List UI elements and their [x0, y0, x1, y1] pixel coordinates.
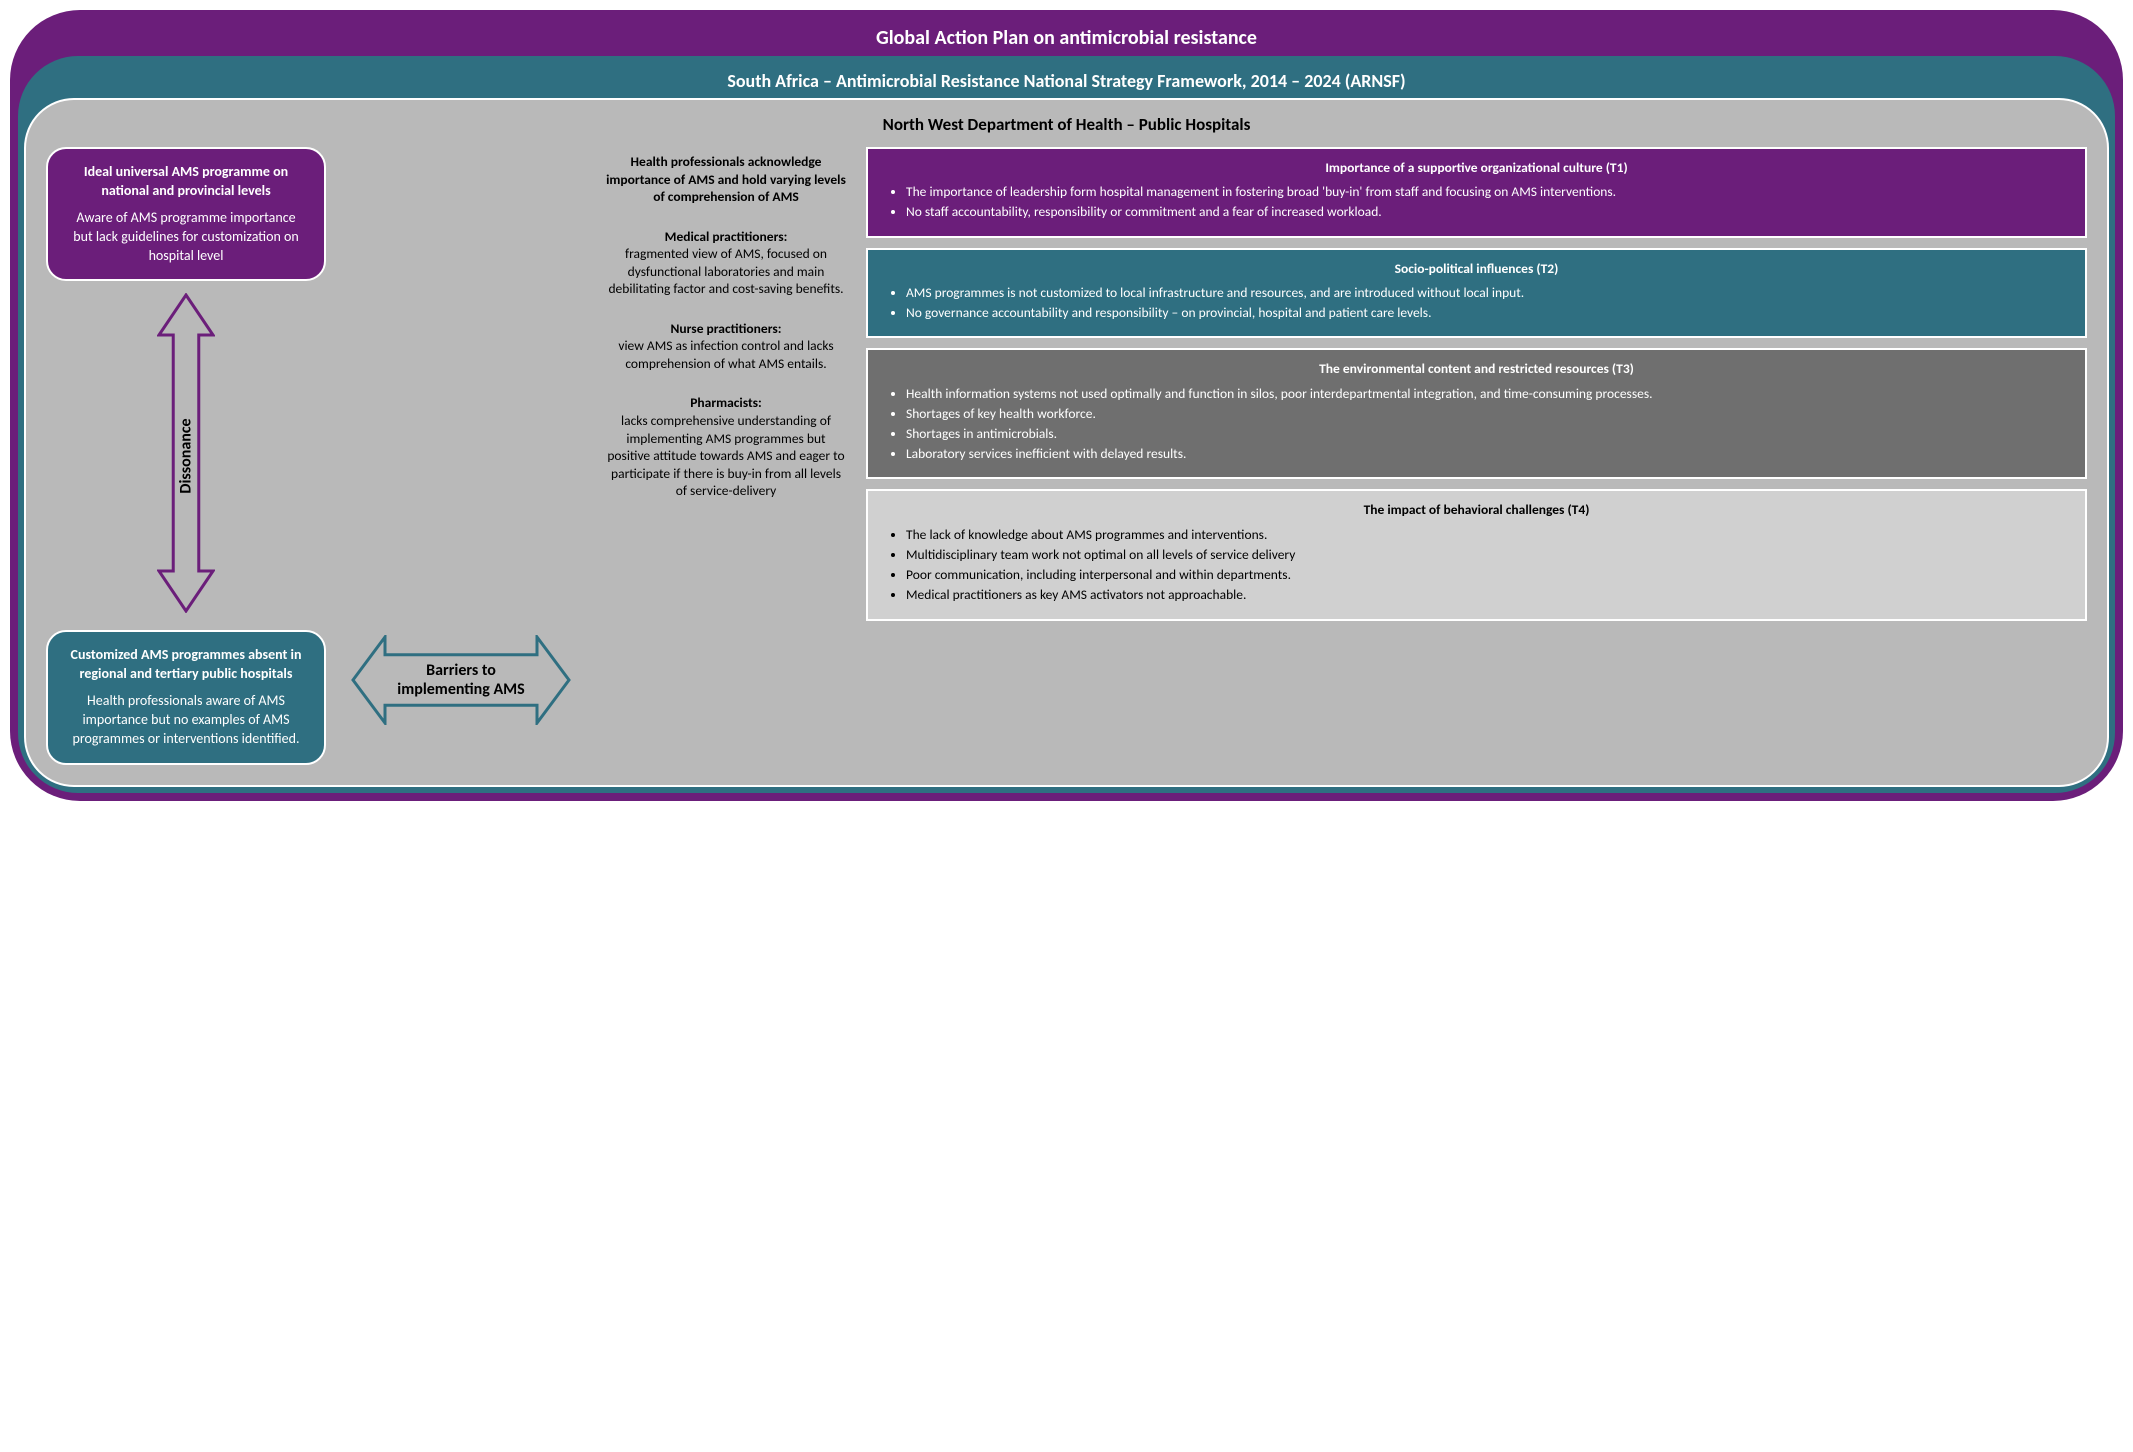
mid-frame: South Africa – Antimicrobial Resistance … — [18, 56, 2115, 793]
barrier-arrow: Barriers to implementing AMS — [351, 635, 571, 725]
theme-box-t3: The environmental content and restricted… — [866, 348, 2087, 479]
barrier-arrow-col: Barriers to implementing AMS — [336, 147, 586, 765]
mid-block-1: Medical practitioners:fragmented view of… — [606, 228, 846, 298]
mid-block-body: fragmented view of AMS, focused on dysfu… — [606, 245, 846, 298]
customized-ams-title: Customized AMS programmes absent in regi… — [66, 646, 306, 684]
mid-block-3: Pharmacists:lacks comprehensive understa… — [606, 394, 846, 499]
dissonance-label: Dissonance — [177, 418, 196, 493]
theme-bullet: Shortages of key health workforce. — [906, 405, 2069, 423]
outer-frame-title: Global Action Plan on antimicrobial resi… — [18, 18, 2115, 56]
theme-bullet: The importance of leadership form hospit… — [906, 183, 2069, 201]
theme-bullets: Health information systems not used opti… — [884, 385, 2069, 464]
theme-box-t2: Socio-political influences (T2) AMS progr… — [866, 248, 2087, 339]
theme-bullet: Health information systems not used opti… — [906, 385, 2069, 403]
barrier-label: Barriers to implementing AMS — [386, 661, 536, 699]
ideal-ams-box: Ideal universal AMS programme on nationa… — [46, 147, 326, 281]
theme-title: The impact of behavioral challenges (T4) — [884, 501, 2069, 519]
middle-column: Health professionals acknowledge importa… — [606, 147, 846, 765]
left-boxes-col: Ideal universal AMS programme on nationa… — [46, 147, 326, 765]
mid-block-body: lacks comprehensive understanding of imp… — [606, 412, 846, 500]
theme-bullet: No governance accountability and respons… — [906, 304, 2069, 322]
customized-ams-body: Health professionals aware of AMS import… — [66, 692, 306, 749]
theme-bullets: The importance of leadership form hospit… — [884, 183, 2069, 221]
left-column: Ideal universal AMS programme on nationa… — [46, 147, 586, 765]
theme-bullet: AMS programmes is not customized to loca… — [906, 284, 2069, 302]
mid-block-body: view AMS as infection control and lacks … — [606, 337, 846, 372]
inner-frame: North West Department of Health – Public… — [24, 98, 2109, 787]
theme-bullets: The lack of knowledge about AMS programm… — [884, 526, 2069, 605]
theme-bullet: No staff accountability, responsibility … — [906, 203, 2069, 221]
outer-frame: Global Action Plan on antimicrobial resi… — [10, 10, 2123, 801]
right-column: Importance of a supportive organizationa… — [866, 147, 2087, 765]
theme-box-t4: The impact of behavioral challenges (T4)… — [866, 489, 2087, 620]
theme-box-t1: Importance of a supportive organizationa… — [866, 147, 2087, 238]
theme-bullet: The lack of knowledge about AMS programm… — [906, 526, 2069, 544]
theme-bullet: Shortages in antimicrobials. — [906, 425, 2069, 443]
theme-bullets: AMS programmes is not customized to loca… — [884, 284, 2069, 322]
barrier-arrow-wrap: Barriers to implementing AMS — [336, 635, 586, 725]
customized-ams-box: Customized AMS programmes absent in regi… — [46, 630, 326, 764]
mid-block-title: Pharmacists: — [606, 394, 846, 412]
theme-title: Socio-political influences (T2) — [884, 260, 2069, 278]
theme-title: Importance of a supportive organizationa… — [884, 159, 2069, 177]
dissonance-arrow-wrap: Dissonance — [157, 281, 215, 630]
dissonance-arrow: Dissonance — [157, 293, 215, 618]
mid-block-title: Health professionals acknowledge importa… — [606, 153, 846, 206]
theme-bullet: Laboratory services inefficient with del… — [906, 445, 2069, 463]
theme-bullet: Medical practitioners as key AMS activat… — [906, 586, 2069, 604]
mid-block-title: Medical practitioners: — [606, 228, 846, 246]
mid-block-0: Health professionals acknowledge importa… — [606, 153, 846, 206]
mid-frame-title: South Africa – Antimicrobial Resistance … — [24, 62, 2109, 98]
content-grid: Ideal universal AMS programme on nationa… — [46, 147, 2087, 765]
ideal-ams-body: Aware of AMS programme importance but la… — [66, 209, 306, 266]
inner-frame-title: North West Department of Health – Public… — [46, 110, 2087, 147]
theme-bullet: Poor communication, including interperso… — [906, 566, 2069, 584]
mid-block-2: Nurse practitioners:view AMS as infectio… — [606, 320, 846, 373]
mid-block-title: Nurse practitioners: — [606, 320, 846, 338]
theme-title: The environmental content and restricted… — [884, 360, 2069, 378]
theme-bullet: Multidisciplinary team work not optimal … — [906, 546, 2069, 564]
ideal-ams-title: Ideal universal AMS programme on nationa… — [66, 163, 306, 201]
